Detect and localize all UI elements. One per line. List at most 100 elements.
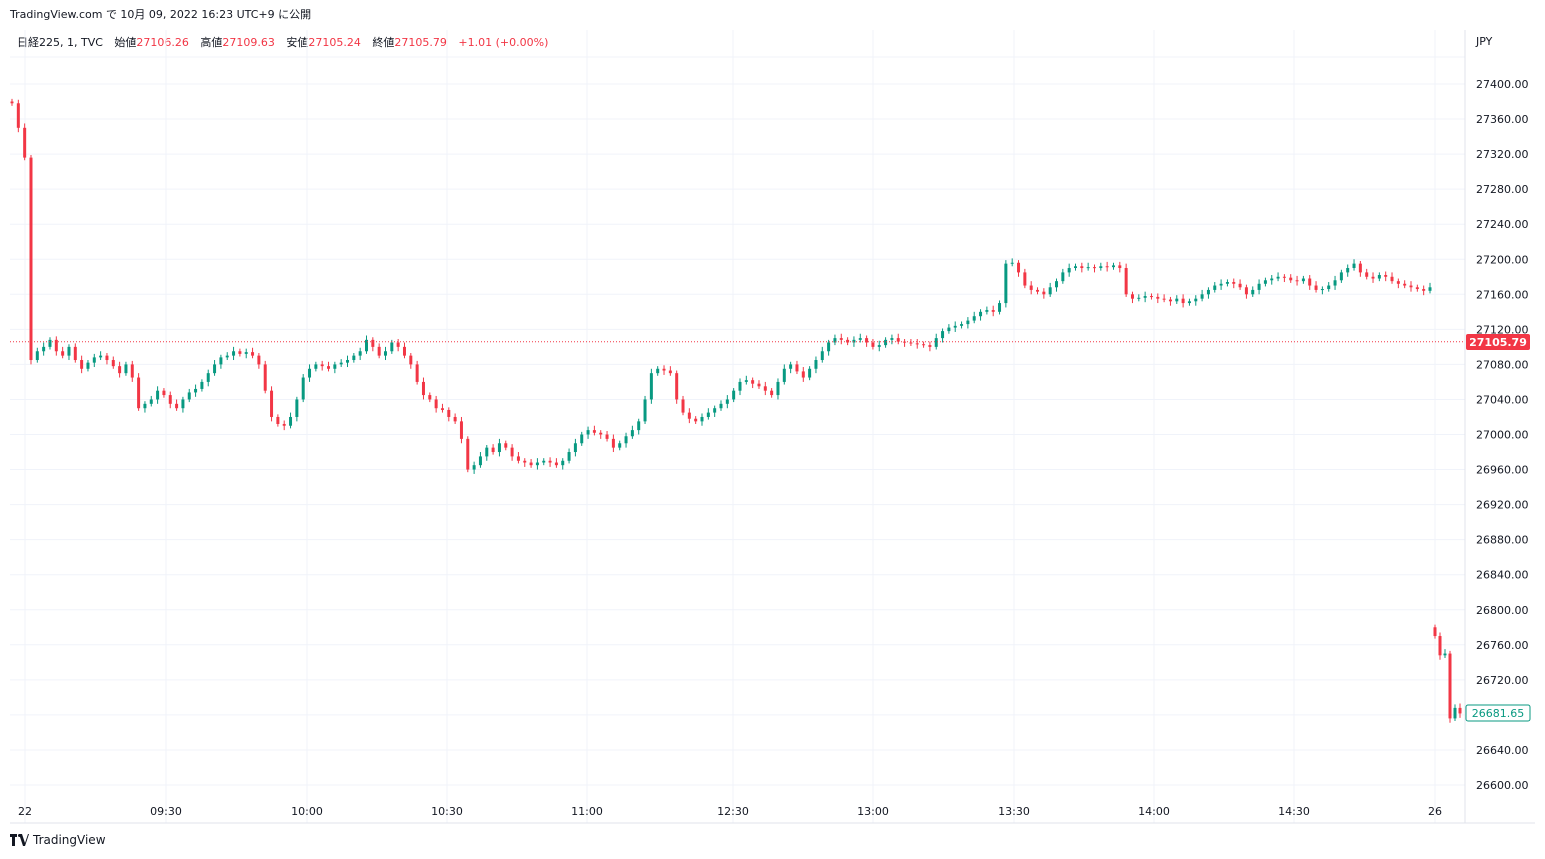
y-tick-label: 26760.00 <box>1476 639 1529 652</box>
candle-body <box>459 421 463 439</box>
candle-body <box>421 381 425 396</box>
candle-body <box>181 399 185 409</box>
candle-body <box>1422 289 1426 291</box>
y-tick-label: 27000.00 <box>1476 429 1529 442</box>
candle-body <box>1320 289 1324 291</box>
candle-body <box>149 399 153 404</box>
candle-body <box>1004 263 1008 304</box>
y-tick-label: 27040.00 <box>1476 393 1529 406</box>
candle-body <box>67 346 71 356</box>
candle-body <box>808 368 812 378</box>
candle-body <box>1448 653 1452 719</box>
y-tick-label: 26920.00 <box>1476 499 1529 512</box>
candle-body <box>434 399 438 409</box>
candle-body <box>23 127 27 158</box>
candle-body <box>1067 268 1071 273</box>
x-tick-label: 22 <box>18 805 32 818</box>
candle-body <box>402 346 406 356</box>
candle-body <box>1042 291 1046 295</box>
candle-body <box>1036 289 1040 292</box>
candle-body <box>415 364 419 382</box>
candle-body <box>1458 707 1462 714</box>
candle-body <box>1194 298 1198 302</box>
candle-body <box>1137 297 1141 299</box>
symbol-name[interactable]: 日経225, 1, TVC <box>17 36 103 49</box>
candle-body <box>225 355 229 358</box>
candle-body <box>339 362 343 365</box>
candle-body <box>1415 287 1419 290</box>
candle-body <box>966 320 970 325</box>
candle-body <box>1162 298 1166 300</box>
candle-body <box>1244 287 1248 295</box>
candle-body <box>124 364 128 374</box>
candle-body <box>333 364 337 369</box>
candle-body <box>1200 294 1204 299</box>
x-tick-label: 26 <box>1428 805 1442 818</box>
candle-body <box>1276 276 1280 279</box>
low-label: 安値 <box>286 36 309 49</box>
candle-body <box>320 364 324 367</box>
tradingview-brand: TradingView <box>33 833 106 847</box>
close-label: 終値 <box>372 36 395 49</box>
candle-body <box>282 423 286 426</box>
candle-body <box>396 342 400 347</box>
y-tick-label: 27360.00 <box>1476 113 1529 126</box>
candle-body <box>985 310 989 312</box>
candle-body <box>877 345 881 347</box>
candle-body <box>865 338 869 343</box>
candle-body <box>668 370 672 374</box>
candle-body <box>1438 636 1442 656</box>
candle-body <box>352 355 356 361</box>
candle-body <box>776 381 780 396</box>
candle-body <box>662 368 666 371</box>
x-tick-label: 13:00 <box>857 805 889 818</box>
y-tick-label: 26880.00 <box>1476 534 1529 547</box>
y-tick-label: 27400.00 <box>1476 78 1529 91</box>
candle-body <box>16 103 20 128</box>
candle-body <box>289 416 293 426</box>
candle-body <box>478 456 482 466</box>
candle-body <box>1428 287 1432 291</box>
candle-body <box>1143 296 1147 298</box>
time-axis: 22 09:30 10:00 10:30 11:00 12:30 13:00 13:30 14:… <box>18 805 1442 818</box>
svg-text:27105.79: 27105.79 <box>1469 336 1527 349</box>
candle-body <box>1232 282 1236 284</box>
x-tick-label: 11:00 <box>571 805 603 818</box>
candle-series <box>10 98 1462 723</box>
candle-body <box>270 390 274 417</box>
candle-body <box>1263 280 1267 284</box>
candle-body <box>200 381 204 389</box>
candle-body <box>554 462 558 466</box>
open-value: 27106.26 <box>136 36 189 49</box>
tradingview-footer[interactable]: TradingView <box>10 833 106 847</box>
candle-body <box>42 346 46 352</box>
candle-body <box>1295 280 1299 282</box>
candle-body <box>1118 265 1122 269</box>
candle-body <box>447 409 451 417</box>
y-tick-label: 27320.00 <box>1476 148 1529 161</box>
candle-body <box>1105 266 1109 268</box>
candle-body <box>567 452 571 461</box>
candle-body <box>54 339 58 352</box>
candle-body <box>510 447 514 457</box>
close-value: 27105.79 <box>394 36 447 49</box>
candle-body <box>656 368 660 374</box>
candle-body <box>453 416 457 422</box>
candle-body <box>175 403 179 409</box>
open-label: 始値 <box>114 36 137 49</box>
publish-caption: TradingView.com で 10月 09, 2022 16:23 UTC… <box>10 8 312 21</box>
candle-body <box>732 390 736 400</box>
y-tick-label: 27160.00 <box>1476 288 1529 301</box>
candle-body <box>440 408 444 410</box>
candle-body <box>751 380 755 384</box>
candle-body <box>472 465 476 470</box>
candle-body <box>1251 289 1255 295</box>
candle-body <box>1308 278 1312 286</box>
candle-body <box>232 351 236 356</box>
candle-body <box>1206 289 1210 295</box>
candle-body <box>1111 265 1115 268</box>
candle-body <box>700 416 704 422</box>
y-tick-label: 27120.00 <box>1476 323 1529 336</box>
candle-body <box>618 443 622 448</box>
